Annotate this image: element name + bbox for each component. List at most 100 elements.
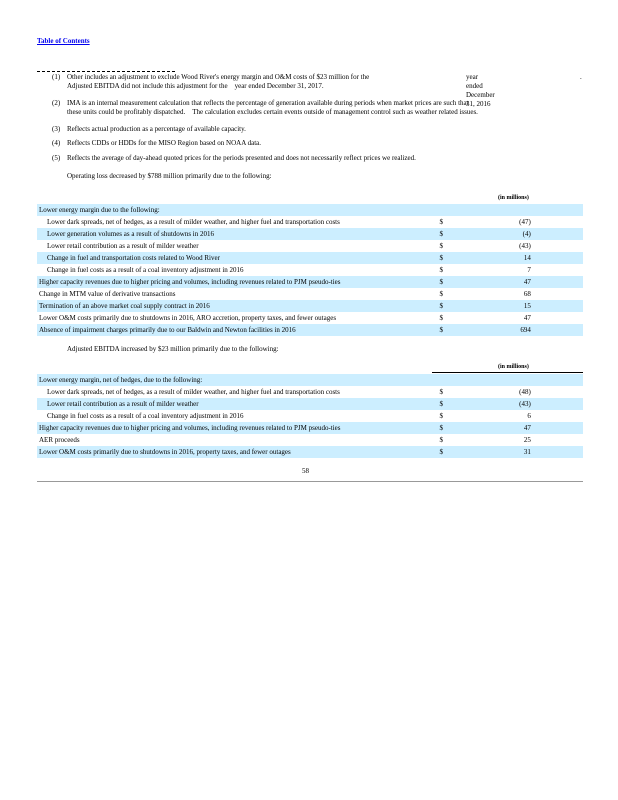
row-label: Change in fuel costs as a result of a co… <box>47 412 244 420</box>
table-row: Higher capacity revenues due to higher p… <box>37 422 583 434</box>
footnote-number: (3) <box>52 125 61 133</box>
spacer <box>531 240 583 252</box>
row-value <box>458 204 531 216</box>
table-row: Higher capacity revenues due to higher p… <box>37 276 583 288</box>
spacer <box>530 300 583 312</box>
currency-symbol: $ <box>439 266 444 274</box>
row-label: Higher capacity revenues due to higher p… <box>37 422 440 434</box>
row-label: Lower O&M costs primarily due to shutdow… <box>37 446 440 458</box>
table-row: Lower retail contribution as a result of… <box>37 240 583 252</box>
row-value: 25 <box>523 436 531 444</box>
row-label: Higher capacity revenues due to higher p… <box>37 276 440 288</box>
footnote-2: (2) IMA is an internal measurement calcul… <box>52 99 478 117</box>
table-row: Lower energy margin, net of hedges, due … <box>37 374 583 386</box>
footnote-3: (3) Reflects actual production as a perce… <box>52 125 246 134</box>
unit-header: (in millions) <box>498 195 529 201</box>
spacer <box>531 264 583 276</box>
table-row: Lower O&M costs primarily due to shutdow… <box>37 312 583 324</box>
currency-symbol: $ <box>439 436 444 444</box>
footnote-text: . <box>580 73 582 81</box>
footnote-text: Adjusted EBITDA did not include this adj… <box>67 82 228 90</box>
operating-loss-table: Lower energy margin due to the following… <box>37 204 583 336</box>
spacer <box>530 276 583 288</box>
table-row: AER proceeds $25 <box>37 434 583 446</box>
spacer <box>531 288 583 300</box>
row-label: Change in fuel costs as a result of a co… <box>47 266 244 274</box>
footnote-number: (4) <box>52 139 61 147</box>
footnote-number: (5) <box>52 154 61 162</box>
row-label: AER proceeds <box>39 436 80 444</box>
page-number: 58 <box>302 467 309 475</box>
adjusted-ebitda-intro: Adjusted EBITDA increased by $23 million… <box>67 345 279 353</box>
spacer <box>530 374 583 386</box>
row-label: Lower generation volumes as a result of … <box>37 228 440 240</box>
currency-symbol: $ <box>439 314 444 322</box>
row-label: Lower retail contribution as a result of… <box>47 242 199 250</box>
row-value: 47 <box>458 276 531 288</box>
currency-symbol: $ <box>439 290 444 298</box>
currency-symbol: $ <box>439 388 444 396</box>
footnote-number: (2) <box>52 99 61 107</box>
currency-symbol: $ <box>439 412 444 420</box>
spacer <box>531 434 583 446</box>
row-value: 47 <box>458 422 531 434</box>
table-row: Change in fuel costs as a result of a co… <box>37 264 583 276</box>
currency-symbol: $ <box>439 218 444 226</box>
table-of-contents-link[interactable]: Table of Contents <box>37 37 90 45</box>
currency-symbol: $ <box>439 446 459 458</box>
row-value: (43) <box>458 398 531 410</box>
spacer <box>530 324 583 336</box>
table-row: Lower energy margin due to the following… <box>37 204 583 216</box>
spacer <box>531 216 583 228</box>
currency-symbol: $ <box>439 252 459 264</box>
footnote-text: The calculation excludes certain events … <box>192 108 478 116</box>
footnote-text: IMA is an internal measurement calculati… <box>67 99 469 107</box>
row-value: 68 <box>523 290 531 298</box>
row-value: (4) <box>458 228 531 240</box>
table-row: Absence of impairment charges primarily … <box>37 324 583 336</box>
table-row: Lower dark spreads, net of hedges, as a … <box>37 386 583 398</box>
spacer <box>531 386 583 398</box>
row-value: 47 <box>523 314 531 322</box>
row-label: Lower O&M costs primarily due to shutdow… <box>39 314 337 322</box>
page-divider <box>37 481 583 482</box>
currency-symbol: $ <box>439 422 459 434</box>
currency-symbol: $ <box>439 228 459 240</box>
spacer <box>530 446 583 458</box>
footnote-text: year ended December 31, 2016 <box>466 73 495 108</box>
row-label: Absence of impairment charges primarily … <box>37 324 440 336</box>
footnote-text: Reflects the average of day-ahead quoted… <box>67 154 416 162</box>
footnote-5: (5) Reflects the average of day-ahead quo… <box>52 154 416 163</box>
row-label: Lower dark spreads, net of hedges, as a … <box>47 218 340 226</box>
currency-symbol: $ <box>439 324 459 336</box>
row-value: 15 <box>458 300 531 312</box>
currency-symbol: $ <box>439 242 444 250</box>
table-row: Change in MTM value of derivative transa… <box>37 288 583 300</box>
row-label: Change in MTM value of derivative transa… <box>39 290 176 298</box>
table-row: Lower retail contribution as a result of… <box>37 398 583 410</box>
row-value: (48) <box>519 388 531 396</box>
operating-loss-intro: Operating loss decreased by $788 million… <box>67 172 272 180</box>
currency-symbol: $ <box>439 276 459 288</box>
row-label: Change in fuel and transportation costs … <box>37 252 440 264</box>
table-row: Change in fuel costs as a result of a co… <box>37 410 583 422</box>
currency-symbol <box>439 204 459 216</box>
row-value: (47) <box>519 218 531 226</box>
table-row: Lower generation volumes as a result of … <box>37 228 583 240</box>
adjusted-ebitda-table: Lower energy margin, net of hedges, due … <box>37 374 583 458</box>
table-row: Change in fuel and transportation costs … <box>37 252 583 264</box>
row-label: Lower energy margin, net of hedges, due … <box>37 374 440 386</box>
currency-symbol: $ <box>439 300 459 312</box>
footnote-divider <box>37 71 175 72</box>
row-label: Lower retail contribution as a result of… <box>37 398 440 410</box>
footnote-4: (4) Reflects CDDs or HDDs for the MISO Re… <box>52 139 261 148</box>
row-label: Lower energy margin due to the following… <box>37 204 440 216</box>
spacer <box>530 398 583 410</box>
table-row: Lower dark spreads, net of hedges, as a … <box>37 216 583 228</box>
footnote-text: Other includes an adjustment to exclude … <box>67 73 370 81</box>
footnote-number: (1) <box>52 73 61 81</box>
table-row: Termination of an above market coal supp… <box>37 300 583 312</box>
row-value: (43) <box>519 242 531 250</box>
row-value: 31 <box>458 446 531 458</box>
footnote-1: (1) Other includes an adjustment to exclu… <box>52 73 582 108</box>
